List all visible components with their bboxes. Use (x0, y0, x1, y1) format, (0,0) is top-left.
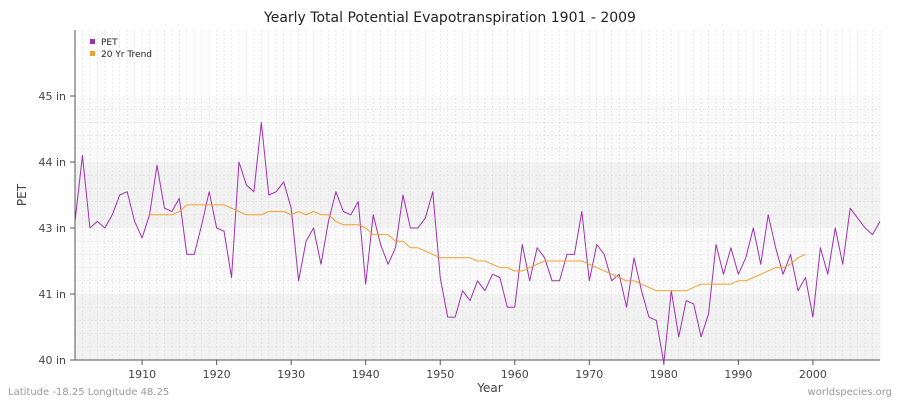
y-tick-label: 40 in (38, 354, 66, 367)
chart-title: Yearly Total Potential Evapotranspiratio… (263, 10, 636, 26)
x-tick-label: 2000 (799, 368, 827, 381)
series-line-pet (74, 121, 881, 364)
series-line-trend (149, 204, 806, 292)
y-axis-label: PET (15, 183, 29, 206)
x-tick-label: 1950 (426, 368, 454, 381)
y-tick-label: 43 in (38, 222, 66, 235)
y-axis-ticks: 40 in 41 in 43 in 44 in 45 in (38, 90, 75, 367)
legend-label-trend: 20 Yr Trend (101, 50, 152, 60)
x-axis-ticks: 1910 1920 1930 1940 1950 1960 1970 1980 1990 2000 (128, 360, 827, 381)
x-tick-label: 1940 (352, 368, 380, 381)
footer-coordinates: Latitude -18.25 Longitude 48.25 (8, 387, 169, 398)
x-tick-label: 1930 (277, 368, 305, 381)
grid-lines (74, 30, 881, 360)
x-axis-label: Year (476, 381, 502, 395)
legend-swatch-pet (90, 39, 95, 44)
y-tick-label: 41 in (38, 288, 66, 301)
series-lines (74, 121, 881, 364)
x-tick-label: 1960 (501, 368, 529, 381)
y-tick-label: 44 in (38, 156, 66, 169)
x-tick-label: 1970 (575, 368, 603, 381)
legend-label-pet: PET (101, 38, 118, 48)
legend: PET 20 Yr Trend (90, 38, 152, 60)
x-tick-label: 1920 (203, 368, 231, 381)
x-tick-label: 1990 (724, 368, 752, 381)
y-tick-label: 45 in (38, 90, 66, 103)
x-tick-label: 1910 (128, 368, 156, 381)
footer-source: worldspecies.org (808, 387, 892, 398)
legend-swatch-trend (90, 51, 95, 56)
band-3 (75, 96, 880, 162)
x-tick-label: 1980 (650, 368, 678, 381)
